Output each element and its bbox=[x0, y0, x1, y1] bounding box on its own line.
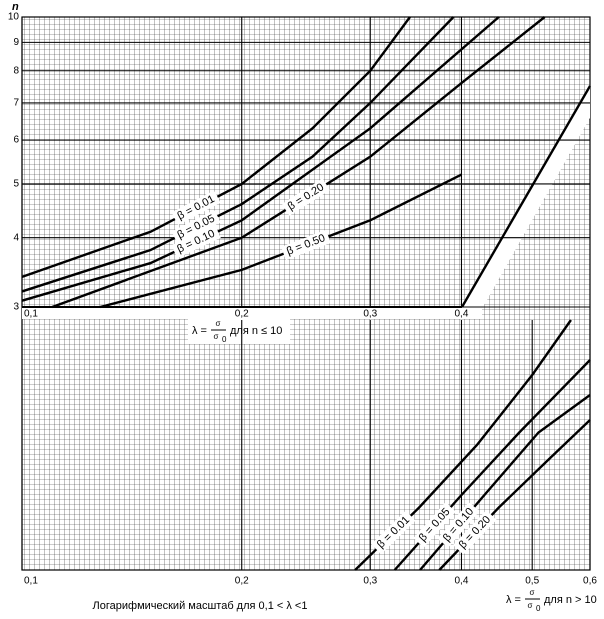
x-tick-label: 0,6 bbox=[583, 576, 597, 587]
curve bbox=[21, 16, 455, 293]
denominator: σ bbox=[528, 601, 533, 610]
grid-background bbox=[22, 17, 590, 570]
curve bbox=[21, 16, 411, 278]
x-tick-label: 0,2 bbox=[235, 309, 249, 320]
x-tick-label: 0,3 bbox=[363, 309, 377, 320]
lambda: λ = bbox=[192, 325, 207, 337]
y-axis-label: n bbox=[12, 1, 19, 13]
y-tick-label: 10 bbox=[8, 12, 20, 23]
lambda: λ = bbox=[506, 594, 521, 606]
label-box bbox=[413, 502, 456, 548]
label-box bbox=[171, 225, 221, 259]
label-box bbox=[371, 510, 416, 555]
condition: для n > 10 bbox=[544, 594, 597, 606]
numerator: σ bbox=[530, 588, 535, 597]
y-tick-label: 3 bbox=[13, 302, 19, 313]
y-tick-label: 9 bbox=[13, 37, 19, 48]
label-box bbox=[453, 510, 497, 555]
y-tick-label: 8 bbox=[13, 65, 19, 76]
numerator: σ bbox=[216, 319, 221, 328]
boundary-line bbox=[460, 85, 592, 308]
subscript: 0 bbox=[222, 335, 227, 344]
label-box bbox=[281, 178, 331, 216]
x-tick-label: 0,4 bbox=[455, 576, 469, 587]
x-tick-label: 0,1 bbox=[24, 309, 38, 320]
label-box bbox=[171, 209, 221, 245]
upper-axis-label: λ = σ σ 0 для n ≤ 10 bbox=[192, 319, 282, 344]
y-tick-label: 6 bbox=[13, 135, 19, 146]
label-box bbox=[171, 190, 221, 226]
x-tick-label: 0,4 bbox=[455, 309, 469, 320]
condition: для n ≤ 10 bbox=[230, 325, 282, 337]
lower-axis-label: λ = σ σ 0 для n > 10 bbox=[506, 588, 597, 613]
axis-label-box bbox=[188, 318, 290, 344]
y-tick-label: 5 bbox=[13, 179, 19, 190]
subscript: 0 bbox=[536, 604, 541, 613]
y-tick-label: 4 bbox=[13, 232, 19, 243]
label-box bbox=[281, 229, 331, 261]
x-tick-label: 0,5 bbox=[525, 576, 539, 587]
y-tick-label: 7 bbox=[13, 98, 19, 109]
curve bbox=[51, 16, 546, 309]
curve bbox=[21, 16, 500, 302]
x-tick-label: 0,1 bbox=[24, 576, 38, 587]
label-box bbox=[437, 502, 480, 548]
x-tick-label: 0,3 bbox=[363, 576, 377, 587]
x-tick-label: 0,2 bbox=[235, 576, 249, 587]
separator-strip bbox=[22, 308, 482, 319]
x-axis-label: Логарифмический масштаб для 0,1 < λ <1 bbox=[93, 600, 308, 612]
denominator: σ bbox=[214, 332, 219, 341]
